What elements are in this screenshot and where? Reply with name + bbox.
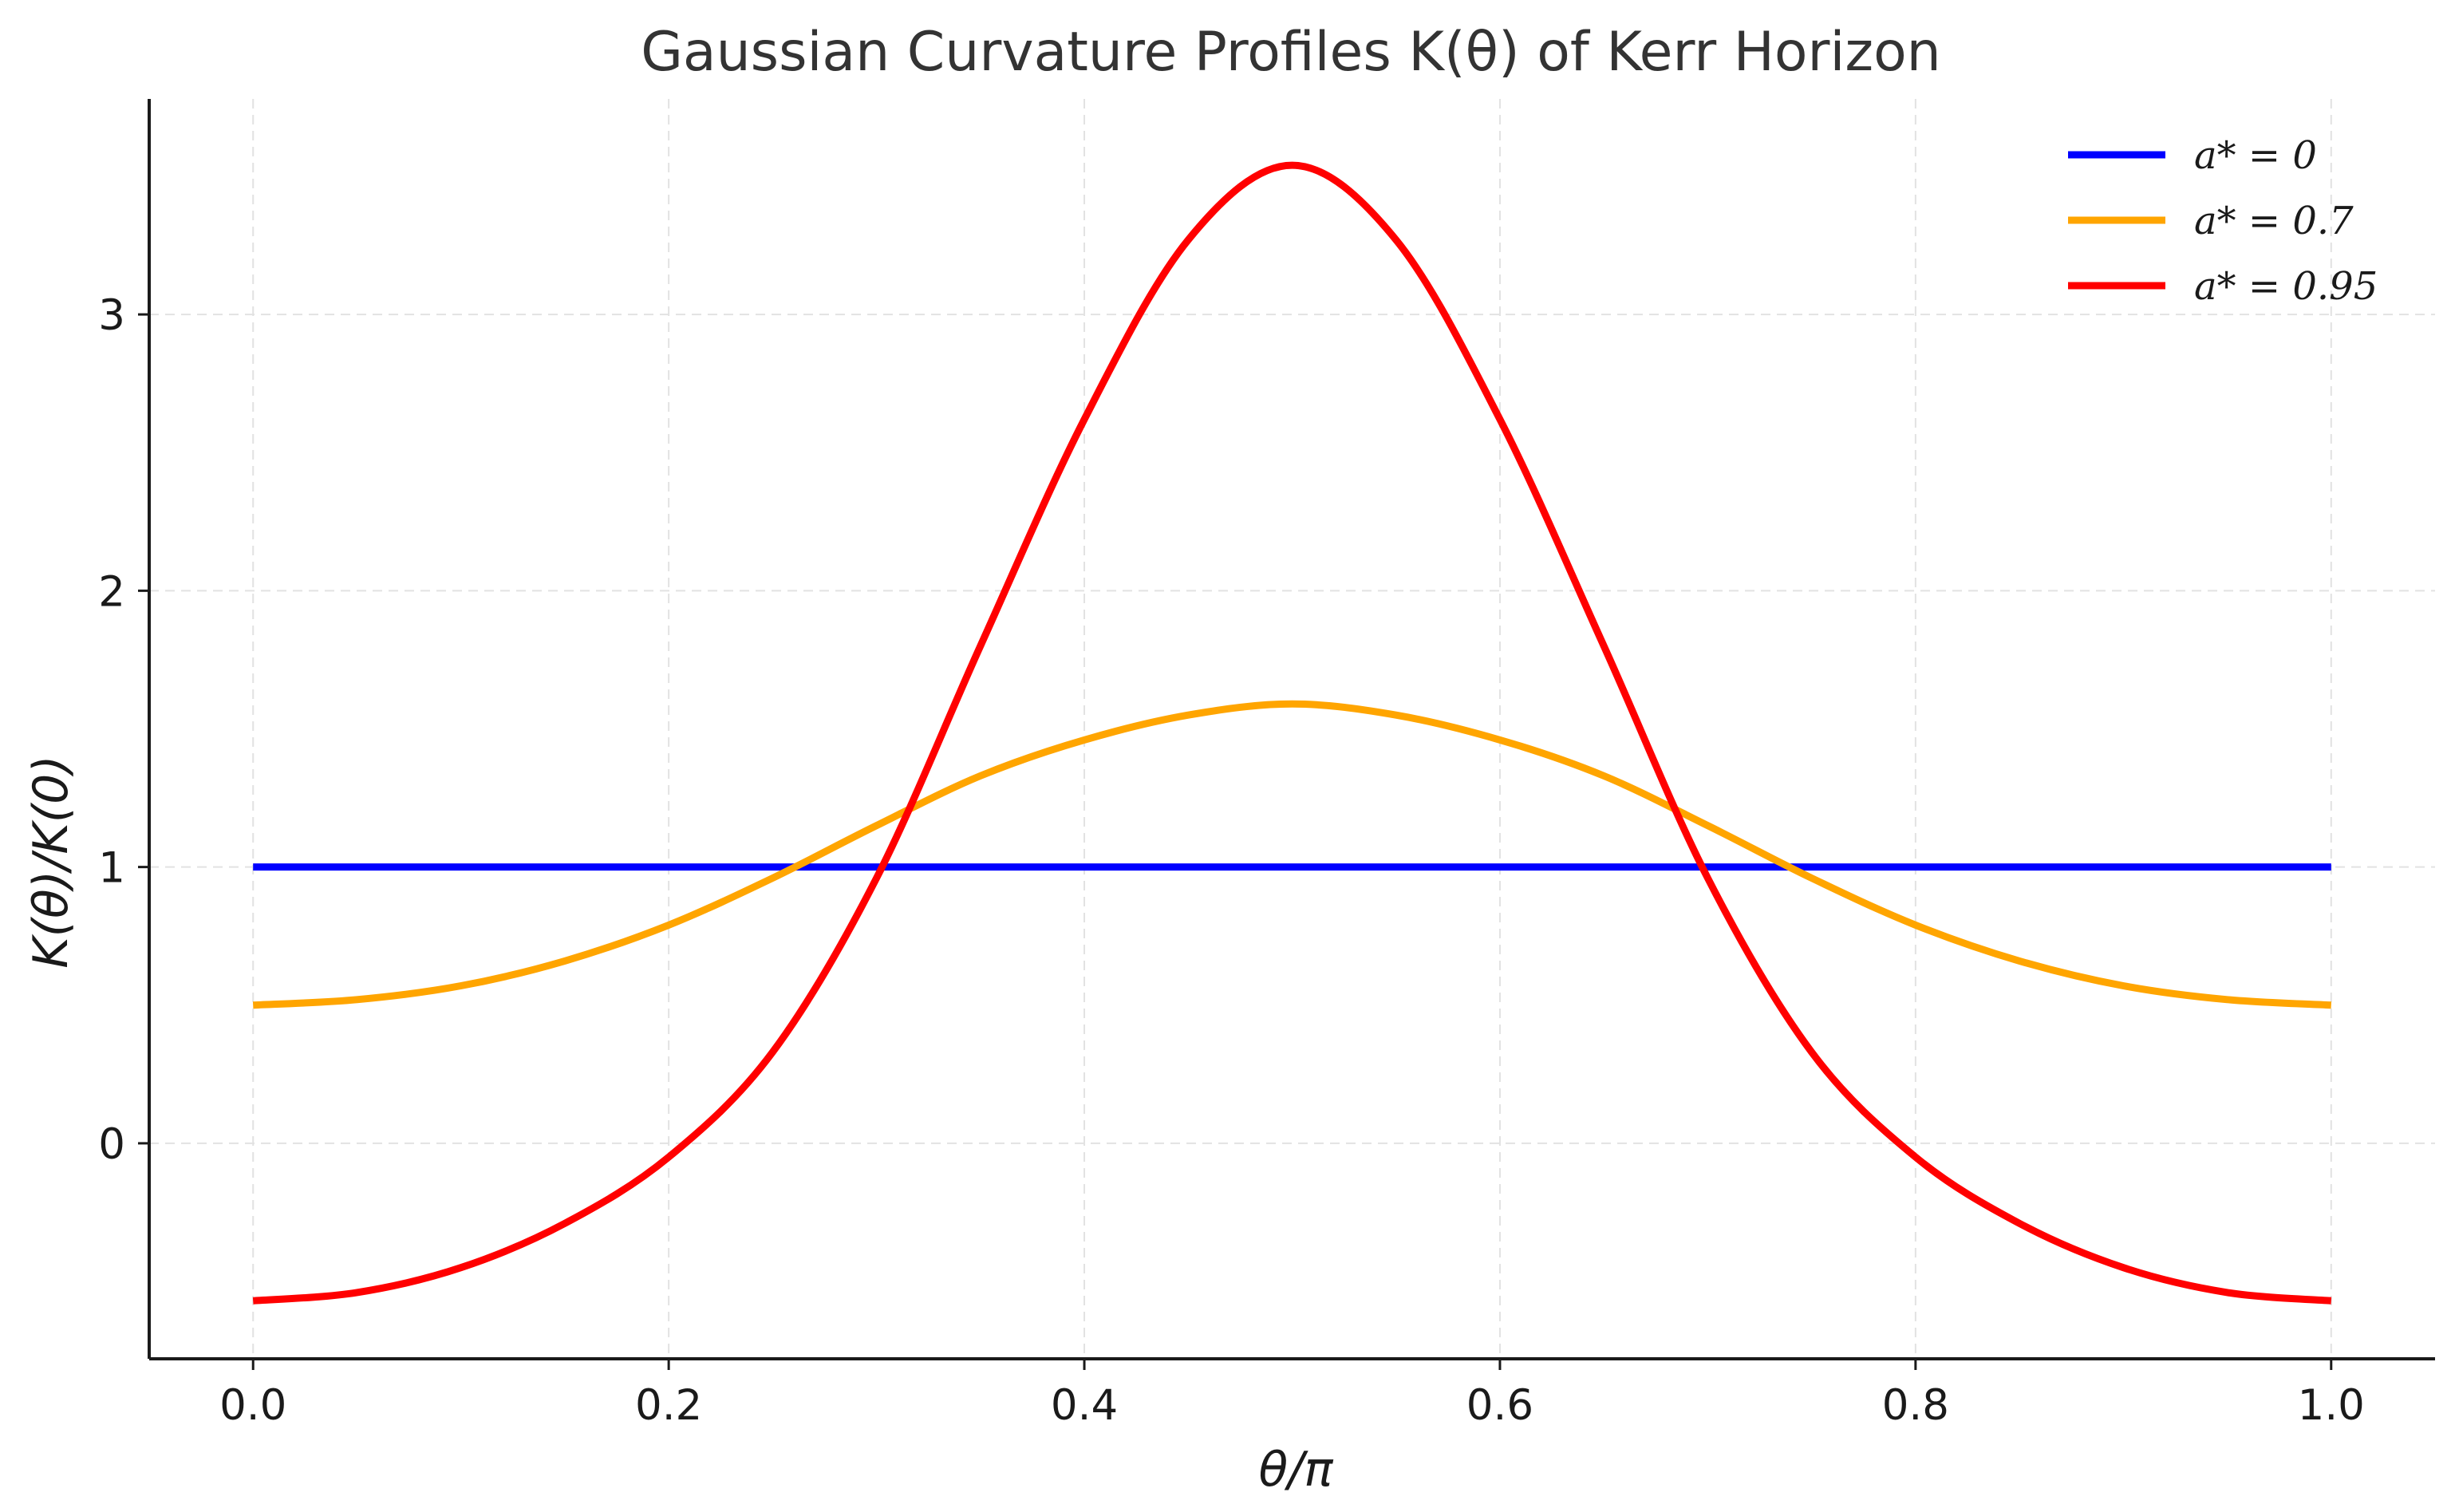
x-axis-label: θ/π — [1258, 1442, 1333, 1498]
series-lines — [252, 161, 2332, 1305]
legend-label-1: a* = 0.7 — [2194, 199, 2354, 243]
x-tick-label: 0.6 — [1466, 1381, 1533, 1430]
legend: a* = 0 a* = 0.7 a* = 0.95 — [2068, 133, 2378, 309]
x-tick-label: 1.0 — [2298, 1381, 2365, 1430]
y-tick-label: 0 — [98, 1120, 125, 1169]
y-axis-label: K(θ)/K(0) — [23, 755, 79, 968]
x-tick-label: 0.8 — [1882, 1381, 1949, 1430]
series-line-1 — [252, 700, 2332, 1009]
y-tick-label: 1 — [98, 844, 125, 893]
axes: 0.0 0.2 0.4 0.6 0.8 1.0 0 1 2 3 — [98, 99, 2435, 1430]
x-tick-label: 0.0 — [219, 1381, 286, 1430]
legend-label-0: a* = 0 — [2194, 133, 2317, 178]
x-tick-label: 0.2 — [635, 1381, 702, 1430]
chart-title: Gaussian Curvature Profiles K(θ) of Kerr… — [641, 21, 1941, 84]
series-line-2 — [252, 161, 2332, 1305]
y-tick-label: 2 — [98, 567, 125, 616]
y-tick-label: 3 — [98, 291, 125, 340]
x-tick-label: 0.4 — [1051, 1381, 1118, 1430]
legend-label-2: a* = 0.95 — [2194, 264, 2378, 309]
